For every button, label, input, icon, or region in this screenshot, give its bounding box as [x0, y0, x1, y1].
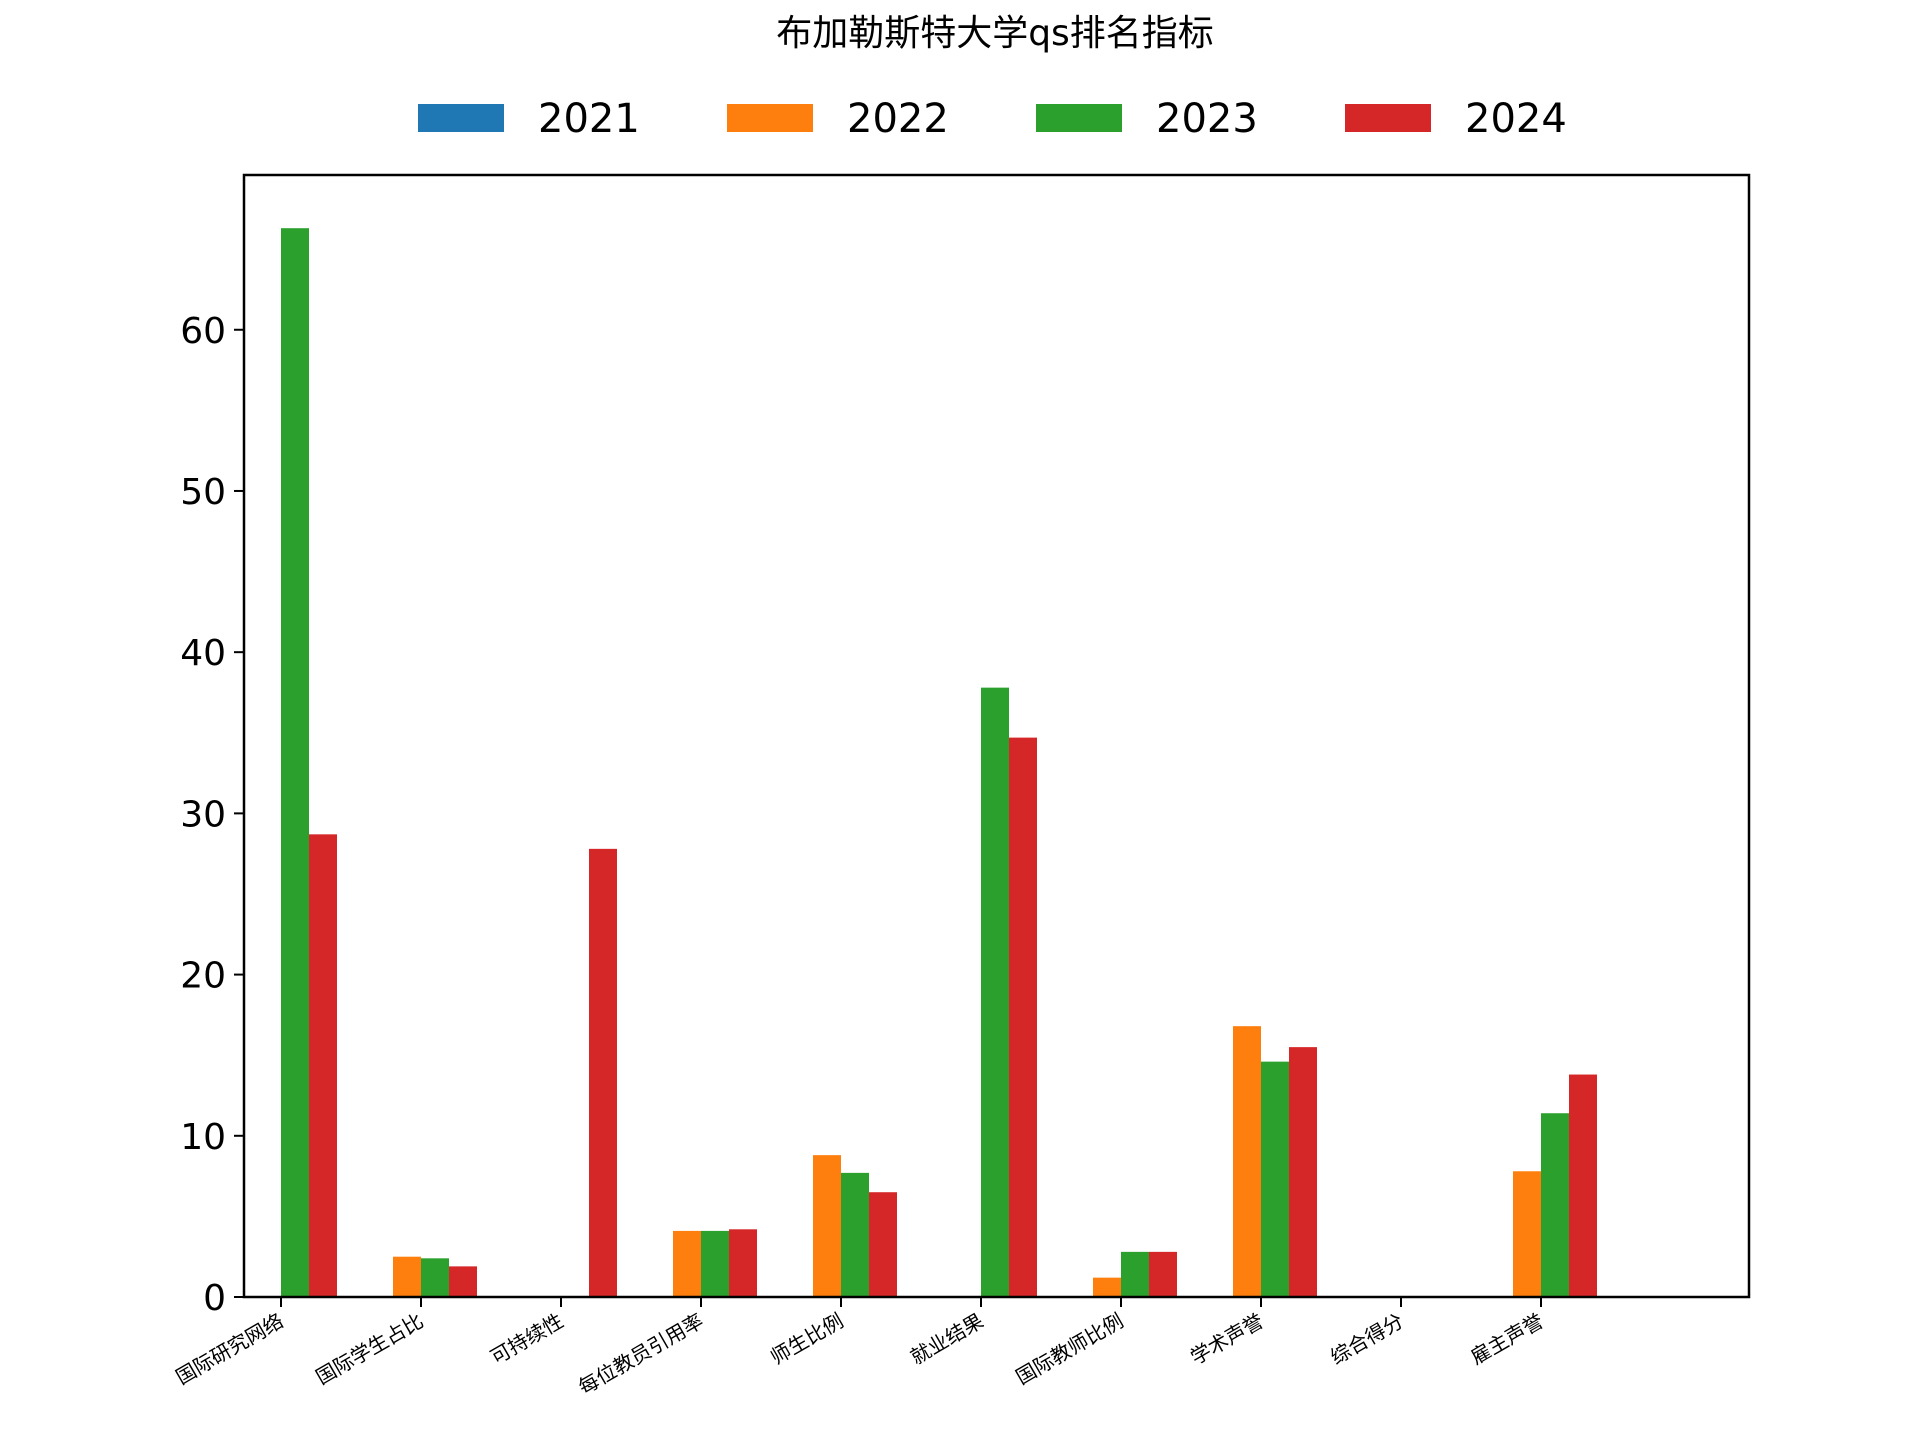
- bar-2024-6: [1149, 1251, 1177, 1297]
- y-tick-label: 10: [180, 1117, 226, 1158]
- legend-swatch-2023: [1036, 104, 1122, 132]
- x-tick-label: 就业结果: [906, 1309, 987, 1370]
- bar-2023-6: [1121, 1251, 1149, 1297]
- bar-2023-0: [281, 228, 309, 1298]
- x-tick-label: 学术声誉: [1186, 1309, 1267, 1370]
- bar-2024-9: [1569, 1074, 1597, 1297]
- x-tick-label: 可持续性: [486, 1309, 567, 1370]
- bar-2023-4: [841, 1172, 869, 1297]
- bar-2022-6: [1093, 1277, 1121, 1297]
- x-tick-label: 国际研究网络: [172, 1309, 288, 1390]
- legend-label: 2022: [847, 96, 949, 142]
- x-tick-label: 国际学生占比: [312, 1309, 428, 1390]
- bar-2023-5: [981, 687, 1009, 1297]
- legend-swatch-2024: [1345, 104, 1431, 132]
- bar-2022-7: [1233, 1026, 1261, 1297]
- bar-2022-4: [813, 1155, 841, 1297]
- bar-2022-1: [393, 1256, 421, 1297]
- bar-2023-3: [701, 1230, 729, 1297]
- bar-2024-3: [729, 1229, 757, 1297]
- legend-label: 2023: [1156, 96, 1258, 142]
- bar-2024-4: [869, 1192, 897, 1297]
- x-tick-label: 雇主声誉: [1466, 1309, 1547, 1370]
- x-axis: 国际研究网络 国际学生占比 可持续性 每位教员引用率 师生比例 就业结果 国际教师比例 学术声…: [172, 1297, 1548, 1399]
- legend-swatch-2022: [727, 104, 813, 132]
- y-tick-label: 30: [180, 794, 226, 835]
- legend-label: 2024: [1465, 96, 1567, 142]
- bar-2024-5: [1009, 737, 1037, 1297]
- bar-2022-9: [1513, 1171, 1541, 1297]
- bar-2023-1: [421, 1258, 449, 1297]
- plot-frame: [242, 173, 1751, 1299]
- y-tick-label: 0: [203, 1278, 226, 1319]
- legend-swatch-2021: [418, 104, 504, 132]
- bar-2023-7: [1261, 1061, 1289, 1297]
- x-tick-label: 师生比例: [766, 1309, 847, 1370]
- x-tick-label: 每位教员引用率: [574, 1309, 707, 1400]
- bar-2024-2: [589, 848, 617, 1297]
- bars-group: [281, 228, 1597, 1298]
- y-tick-label: 40: [180, 633, 226, 674]
- y-axis: 0 10 20 30 40 50 60: [180, 311, 244, 1319]
- bar-2024-7: [1289, 1047, 1317, 1297]
- x-tick-label: 综合得分: [1326, 1309, 1407, 1370]
- y-tick-label: 50: [180, 472, 226, 513]
- bar-2022-3: [673, 1230, 701, 1297]
- bar-2024-1: [449, 1266, 477, 1297]
- y-tick-label: 20: [180, 956, 226, 997]
- legend-label: 2021: [538, 96, 640, 142]
- bar-2023-9: [1541, 1113, 1569, 1297]
- y-tick-label: 60: [180, 311, 226, 352]
- chart-title: 布加勒斯特大学qs排名指标: [776, 13, 1214, 54]
- bar-2024-0: [309, 834, 337, 1297]
- legend: 2021 2022 2023 2024: [418, 96, 1567, 142]
- x-tick-label: 国际教师比例: [1012, 1309, 1128, 1390]
